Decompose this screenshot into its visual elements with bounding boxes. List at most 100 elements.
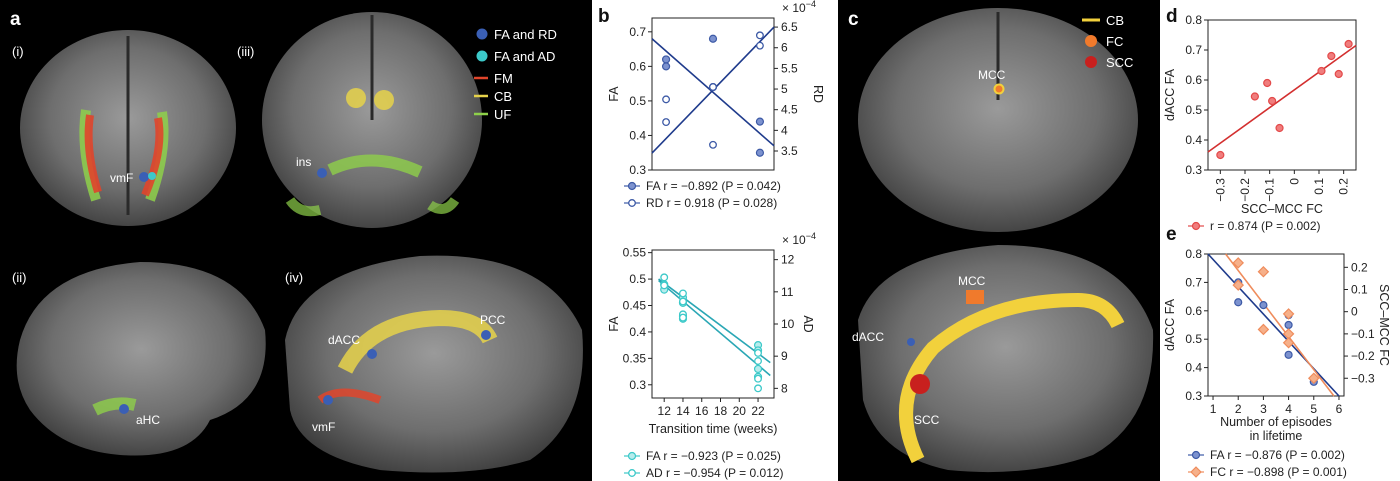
data-point (1317, 66, 1326, 76)
y-right-tick-label: 6 (781, 41, 788, 55)
roi-pcc (481, 330, 491, 340)
sublabel-iii: (iii) (237, 44, 254, 59)
data-point (1216, 150, 1225, 160)
x-tick-label: −0.3 (1213, 178, 1227, 202)
data-point (1232, 279, 1245, 291)
data-point (1257, 265, 1270, 278)
label-ins: ins (296, 155, 311, 169)
y-tick-label: 0.8 (1185, 247, 1202, 261)
x-axis-label: in lifetime (1250, 429, 1303, 443)
y-tick-label: 0.3 (1185, 163, 1202, 177)
tract-cb-c (899, 292, 1125, 464)
data-point (709, 140, 717, 149)
y-right-tick-label: −0.3 (1351, 371, 1375, 385)
y-right-tick-label: 0.1 (1351, 283, 1368, 297)
roi-fa-ad (148, 172, 156, 180)
legend-marker (1191, 221, 1201, 231)
tract-uf-coronal (327, 154, 423, 178)
label-mcc-mid: MCC (958, 274, 986, 288)
legend-label: r = 0.874 (P = 0.002) (1210, 219, 1321, 233)
y-right-tick-label: 4 (781, 123, 788, 137)
label-scc: SCC (914, 413, 940, 427)
y-axis-label: dACC FA (1163, 298, 1177, 351)
y-tick-label: 0.5 (629, 272, 646, 286)
y-tick-label: 0.4 (1185, 133, 1202, 147)
y-tick-label: 0.4 (1185, 361, 1202, 375)
sublabel-i: (i) (12, 44, 24, 59)
y-right-tick-label: 5.5 (781, 61, 798, 75)
data-point (755, 148, 765, 157)
tract-uf-right (145, 111, 169, 202)
data-point (679, 313, 687, 322)
roi-scc (910, 374, 930, 394)
x-tick-label: −0.1 (1263, 178, 1277, 202)
panel-a-legend: FA and RD FA and AD FM CB UF (474, 27, 557, 122)
tract-cb-left (346, 88, 366, 108)
tract-uf-left (79, 109, 101, 202)
x-axis-label: SCC–MCC FC (1241, 202, 1323, 216)
legend-marker (627, 181, 637, 191)
legend-fc-label: FC (1106, 34, 1123, 49)
x-tick-label: 16 (695, 404, 709, 418)
tract-fm-right (141, 117, 164, 197)
data-point (660, 273, 669, 282)
data-point (709, 83, 717, 91)
chart-b: 0.3 0.4 0.5 0.6 0.7 3.5 4 4.5 5 5.5 6 6.5 FA RD × 10−4… (598, 0, 825, 210)
panel-c-legend: CB FC SCC (1082, 13, 1133, 70)
legend-marker (1190, 466, 1202, 478)
sublabel-iv: (iv) (285, 270, 303, 285)
y-tick-label: 0.5 (1185, 103, 1202, 117)
roi-ins (317, 168, 327, 178)
plot-frame (1207, 253, 1345, 397)
roi-mcc-mid (966, 290, 984, 304)
tract-fm-left (84, 114, 102, 194)
x-tick-label: 0 (1287, 178, 1301, 185)
y-right-tick-label: 6.5 (781, 20, 798, 34)
tract-cb-right (374, 90, 394, 110)
legend-marker (627, 451, 637, 461)
y-right-tick-label: 4.5 (781, 103, 798, 117)
panel-c-images: c MCC MCC dACC SCC CB FC SCC (848, 8, 1154, 473)
plot-frame (1207, 19, 1357, 171)
legend-label: FA r = −0.876 (P = 0.002) (1210, 448, 1345, 462)
panel-a: a (i) (iii) (ii) (iv) vmF ins aHC dACC P… (0, 0, 592, 481)
data-point (1263, 78, 1272, 88)
y-right-tick-label: 12 (781, 253, 795, 267)
y-right-axis-label: SCC–MCC FC (1377, 284, 1391, 366)
legend-fa-rd-label: FA and RD (494, 27, 557, 42)
x-tick-label: 20 (733, 404, 747, 418)
y-tick-label: 0.3 (1185, 389, 1202, 403)
right-axis-exponent: × 10−4 (782, 0, 816, 15)
data-point (1275, 123, 1284, 133)
plot-frame (651, 17, 775, 171)
data-point (1259, 301, 1268, 310)
data-point (661, 55, 671, 64)
data-point (755, 31, 764, 40)
legend-marker (628, 469, 636, 477)
legend-fc-swatch (1085, 35, 1097, 47)
legend-label: RD r = 0.918 (P = 0.028) (646, 196, 777, 210)
y-tick-label: 0.6 (1185, 304, 1202, 318)
exponent-power: −4 (806, 231, 816, 241)
y-tick-label: 0.6 (629, 59, 646, 73)
tract-uf-lower (285, 196, 460, 217)
y-right-tick-label: 9 (781, 349, 788, 363)
legend-label: FA r = −0.923 (P = 0.025) (646, 449, 781, 463)
data-point (1257, 323, 1270, 336)
data-point (1234, 298, 1243, 307)
data-point (1268, 96, 1277, 106)
data-point (755, 41, 764, 50)
data-point (679, 289, 687, 298)
fit-line (1224, 253, 1335, 397)
legend-scc-label: SCC (1106, 55, 1133, 70)
y-right-tick-label: −0.1 (1351, 327, 1375, 341)
data-point (1282, 328, 1295, 340)
roi-dacc (367, 349, 377, 359)
data-point (1250, 92, 1259, 101)
y-tick-label: 0.8 (1185, 13, 1202, 27)
data-point (1284, 350, 1293, 359)
chart-b2: 0.3 0.35 0.4 0.45 0.5 0.55 8 9 10 11 12 12 14 16 18 20 2… (607, 231, 816, 480)
data-point (708, 34, 718, 43)
y-tick-label: 0.7 (1185, 275, 1202, 289)
